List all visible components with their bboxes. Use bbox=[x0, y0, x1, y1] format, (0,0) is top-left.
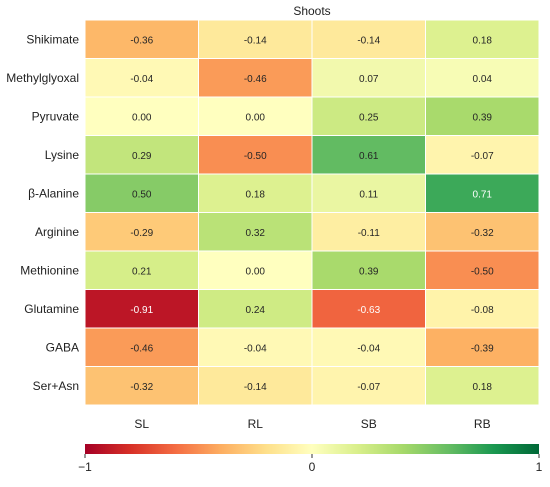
column-labels: SL RL SB RB bbox=[134, 417, 490, 431]
row-label: Ser+Asn bbox=[33, 379, 79, 393]
chart-title: Shoots bbox=[293, 4, 330, 18]
heatmap-cell bbox=[311, 173, 426, 213]
heatmap-cell bbox=[198, 58, 313, 98]
cell-value-label: -0.07 bbox=[357, 382, 380, 393]
row-label: β-Alanine bbox=[28, 186, 79, 200]
cell-value-label: 0.24 bbox=[246, 305, 266, 316]
heatmap-cell bbox=[425, 19, 540, 59]
cell-value-label: 0.39 bbox=[359, 266, 379, 277]
cell-value-label: -0.29 bbox=[130, 228, 153, 239]
cell-value-label: -0.04 bbox=[244, 343, 267, 354]
cell-value-label: 0.71 bbox=[473, 189, 493, 200]
cell-value-label: -0.50 bbox=[244, 151, 267, 162]
cell-value-label: -0.14 bbox=[244, 35, 267, 46]
row-label: Lysine bbox=[45, 148, 80, 162]
cell-value-label: 0.04 bbox=[473, 74, 493, 85]
row-label: Methylglyoxal bbox=[6, 71, 79, 85]
heatmap-cell bbox=[84, 173, 199, 213]
heatmap-cell bbox=[198, 135, 313, 175]
heatmap-cell bbox=[198, 19, 313, 59]
row-label: Shikimate bbox=[26, 32, 79, 46]
row-label: GABA bbox=[46, 340, 79, 354]
heatmap-cell bbox=[84, 19, 199, 59]
cell-value-label: -0.08 bbox=[471, 305, 494, 316]
cell-value-label: -0.63 bbox=[357, 305, 380, 316]
heatmap-cell bbox=[84, 250, 199, 290]
colorbar-tick-label: 1 bbox=[536, 460, 543, 474]
cell-value-label: 0.50 bbox=[132, 189, 152, 200]
row-label: Pyruvate bbox=[32, 109, 80, 123]
cell-value-label: 0.39 bbox=[473, 112, 493, 123]
heatmap-cell bbox=[311, 19, 426, 59]
column-label: RB bbox=[474, 417, 491, 431]
cell-value-label: 0.11 bbox=[359, 189, 378, 200]
cell-value-label: -0.91 bbox=[130, 305, 153, 316]
heatmap-cell bbox=[425, 58, 540, 98]
row-label: Methionine bbox=[20, 263, 79, 277]
heatmap-cell bbox=[198, 96, 313, 136]
heatmap-cell bbox=[425, 327, 540, 367]
cell-value-label: 0.18 bbox=[473, 382, 493, 393]
cell-value-label: -0.11 bbox=[358, 228, 380, 239]
heatmap-cell bbox=[425, 173, 540, 213]
cell-value-label: 0.00 bbox=[246, 266, 266, 277]
cell-value-label: -0.46 bbox=[244, 74, 267, 85]
cell-value-label: 0.25 bbox=[359, 112, 379, 123]
colorbar-tick-label: 0 bbox=[309, 460, 316, 474]
cell-value-label: -0.04 bbox=[357, 343, 380, 354]
cell-value-label: 0.29 bbox=[132, 151, 152, 162]
heatmap-cell bbox=[311, 289, 426, 329]
cell-value-label: -0.14 bbox=[357, 35, 380, 46]
cell-value-label: -0.32 bbox=[471, 228, 494, 239]
heatmap-cell bbox=[425, 212, 540, 252]
colorbar: −1 0 1 bbox=[78, 444, 543, 474]
column-label: RL bbox=[248, 417, 264, 431]
cell-value-label: -0.36 bbox=[130, 35, 153, 46]
heatmap-cell bbox=[84, 366, 199, 406]
heatmap-cell bbox=[84, 289, 199, 329]
heatmap-cell bbox=[198, 212, 313, 252]
column-label: SB bbox=[361, 417, 377, 431]
cell-value-label: -0.14 bbox=[244, 382, 267, 393]
cell-value-label: -0.50 bbox=[471, 266, 494, 277]
cell-value-label: 0.00 bbox=[132, 112, 152, 123]
heatmap-cell bbox=[311, 366, 426, 406]
cell-value-label: -0.32 bbox=[130, 382, 153, 393]
heatmap-cell bbox=[311, 212, 426, 252]
cell-value-label: -0.07 bbox=[471, 151, 494, 162]
heatmap-cell bbox=[425, 366, 540, 406]
cell-value-label: -0.46 bbox=[130, 343, 153, 354]
heatmap-cell bbox=[311, 250, 426, 290]
heatmap-cell bbox=[425, 250, 540, 290]
column-label: SL bbox=[134, 417, 149, 431]
heatmap-cell bbox=[425, 96, 540, 136]
heatmap-cell bbox=[425, 135, 540, 175]
cell-value-label: 0.18 bbox=[473, 35, 493, 46]
heatmap-cell bbox=[198, 173, 313, 213]
cell-value-label: 0.21 bbox=[132, 266, 152, 277]
heatmap-cells: -0.36 -0.14 -0.14 0.18 -0.04 -0.46 0.07 0.04 0.0… bbox=[84, 19, 540, 406]
cell-value-label: -0.04 bbox=[130, 74, 153, 85]
cell-value-label: 0.07 bbox=[359, 74, 379, 85]
colorbar-tick-label: −1 bbox=[78, 460, 92, 474]
cell-value-label: 0.18 bbox=[246, 189, 266, 200]
row-label: Arginine bbox=[35, 225, 79, 239]
heatmap-cell bbox=[198, 366, 313, 406]
cell-value-label: 0.00 bbox=[246, 112, 266, 123]
row-labels: Shikimate Methylglyoxal Pyruvate Lysine β-Al… bbox=[6, 32, 79, 393]
row-label: Glutamine bbox=[24, 302, 79, 316]
cell-value-label: -0.39 bbox=[471, 343, 494, 354]
colorbar-gradient bbox=[85, 444, 539, 454]
cell-value-label: 0.32 bbox=[246, 228, 266, 239]
heatmap-cell bbox=[84, 212, 199, 252]
cell-value-label: 0.61 bbox=[359, 151, 379, 162]
